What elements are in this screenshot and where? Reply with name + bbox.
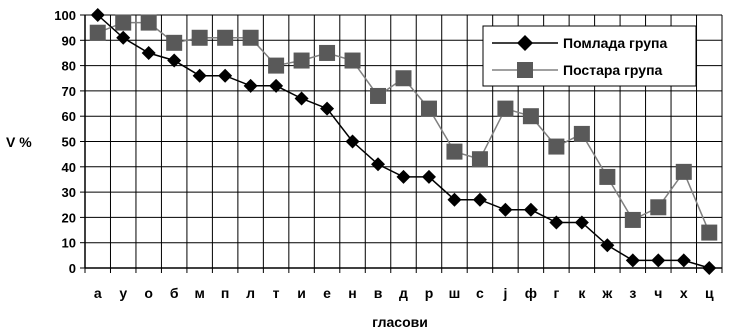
x-tick-label: ц — [705, 285, 714, 301]
data-point-square — [522, 108, 539, 125]
x-tick-label: у — [119, 285, 127, 301]
data-point-diamond — [447, 192, 462, 207]
data-point-square — [701, 224, 718, 241]
data-point-diamond — [243, 78, 258, 93]
data-point-diamond — [192, 68, 207, 83]
data-point-diamond — [345, 134, 360, 149]
legend-label-1: Постара група — [563, 62, 663, 78]
x-tick-label: р — [425, 285, 434, 301]
data-point-diamond — [421, 169, 436, 184]
x-tick-label: з — [629, 285, 636, 301]
y-tick-label: 80 — [62, 59, 76, 74]
data-point-diamond — [625, 253, 640, 268]
axes — [80, 14, 723, 273]
data-point-square — [370, 87, 387, 104]
data-point-diamond — [371, 157, 386, 172]
y-axis-title: V % — [6, 134, 32, 150]
data-point-diamond — [218, 68, 233, 83]
series-group — [89, 8, 718, 275]
y-tick-label: 30 — [62, 185, 76, 200]
data-point-diamond — [269, 78, 284, 93]
data-point-square — [471, 151, 488, 168]
data-point-square — [344, 52, 361, 69]
x-tick-label: т — [273, 285, 280, 301]
data-point-diamond — [294, 91, 309, 106]
data-point-square — [497, 100, 514, 117]
data-point-diamond — [651, 253, 666, 268]
x-axis-title: гласови — [372, 314, 428, 330]
data-point-diamond — [90, 8, 105, 22]
data-point-diamond — [472, 192, 487, 207]
data-point-diamond — [600, 238, 615, 253]
x-tick-label: ј — [502, 285, 507, 301]
x-tick-label: ш — [449, 285, 461, 301]
legend-marker-square — [517, 62, 533, 78]
data-point-square — [89, 24, 106, 41]
data-point-square — [573, 125, 590, 142]
legend: Помлада група Постара група — [482, 25, 697, 87]
data-point-square — [293, 52, 310, 69]
data-point-square — [242, 29, 259, 46]
data-point-square — [675, 163, 692, 180]
x-tick-label: д — [399, 285, 408, 301]
data-point-diamond — [167, 53, 182, 68]
x-tick-label: о — [144, 285, 153, 301]
x-tick-label: ф — [525, 285, 537, 301]
data-point-diamond — [676, 253, 691, 268]
data-point-diamond — [320, 101, 335, 116]
data-point-square — [140, 14, 157, 31]
y-tick-label: 20 — [62, 210, 76, 225]
x-tick-label: с — [476, 285, 484, 301]
data-point-square — [268, 57, 285, 74]
data-point-diamond — [702, 261, 717, 275]
x-tick-label: б — [170, 285, 179, 301]
data-point-square — [624, 211, 641, 228]
data-point-square — [191, 29, 208, 46]
data-point-square — [395, 70, 412, 87]
y-tick-label: 40 — [62, 160, 76, 175]
data-point-diamond — [574, 215, 589, 230]
data-point-square — [319, 44, 336, 61]
x-tick-label: а — [94, 285, 102, 301]
x-tick-label: л — [246, 285, 255, 301]
legend-label-0: Помлада група — [563, 35, 667, 51]
data-point-square — [115, 14, 132, 31]
data-point-diamond — [523, 202, 538, 217]
data-point-square — [420, 100, 437, 117]
x-tick-label: е — [323, 285, 331, 301]
y-tick-label: 50 — [62, 135, 76, 150]
x-tick-label: м — [194, 285, 204, 301]
y-tick-label: 100 — [54, 8, 76, 23]
data-point-diamond — [498, 202, 513, 217]
y-tick-label: 10 — [62, 236, 76, 251]
x-tick-label: г — [553, 285, 559, 301]
x-tick-label: ж — [601, 285, 613, 301]
data-point-square — [166, 34, 183, 51]
data-point-diamond — [116, 30, 131, 45]
legend-marker-diamond — [517, 35, 533, 51]
x-tick-label: п — [221, 285, 229, 301]
data-point-square — [217, 29, 234, 46]
x-tick-label: в — [374, 285, 383, 301]
x-tick-label: н — [348, 285, 356, 301]
data-point-square — [599, 168, 616, 185]
x-tick-label: х — [680, 285, 688, 301]
y-tick-label: 60 — [62, 109, 76, 124]
y-tick-label: 0 — [69, 261, 76, 276]
x-tick-label: к — [578, 285, 586, 301]
data-point-diamond — [549, 215, 564, 230]
y-tick-labels: 0 10 20 30 40 50 60 70 80 90 100 — [54, 8, 76, 276]
data-point-square — [650, 199, 667, 216]
data-point-square — [548, 138, 565, 155]
data-point-diamond — [396, 169, 411, 184]
x-tick-label: ч — [654, 285, 662, 301]
data-point-diamond — [141, 45, 156, 60]
data-point-square — [446, 143, 463, 160]
x-tick-label: и — [297, 285, 306, 301]
y-tick-label: 90 — [62, 33, 76, 48]
y-tick-label: 70 — [62, 84, 76, 99]
